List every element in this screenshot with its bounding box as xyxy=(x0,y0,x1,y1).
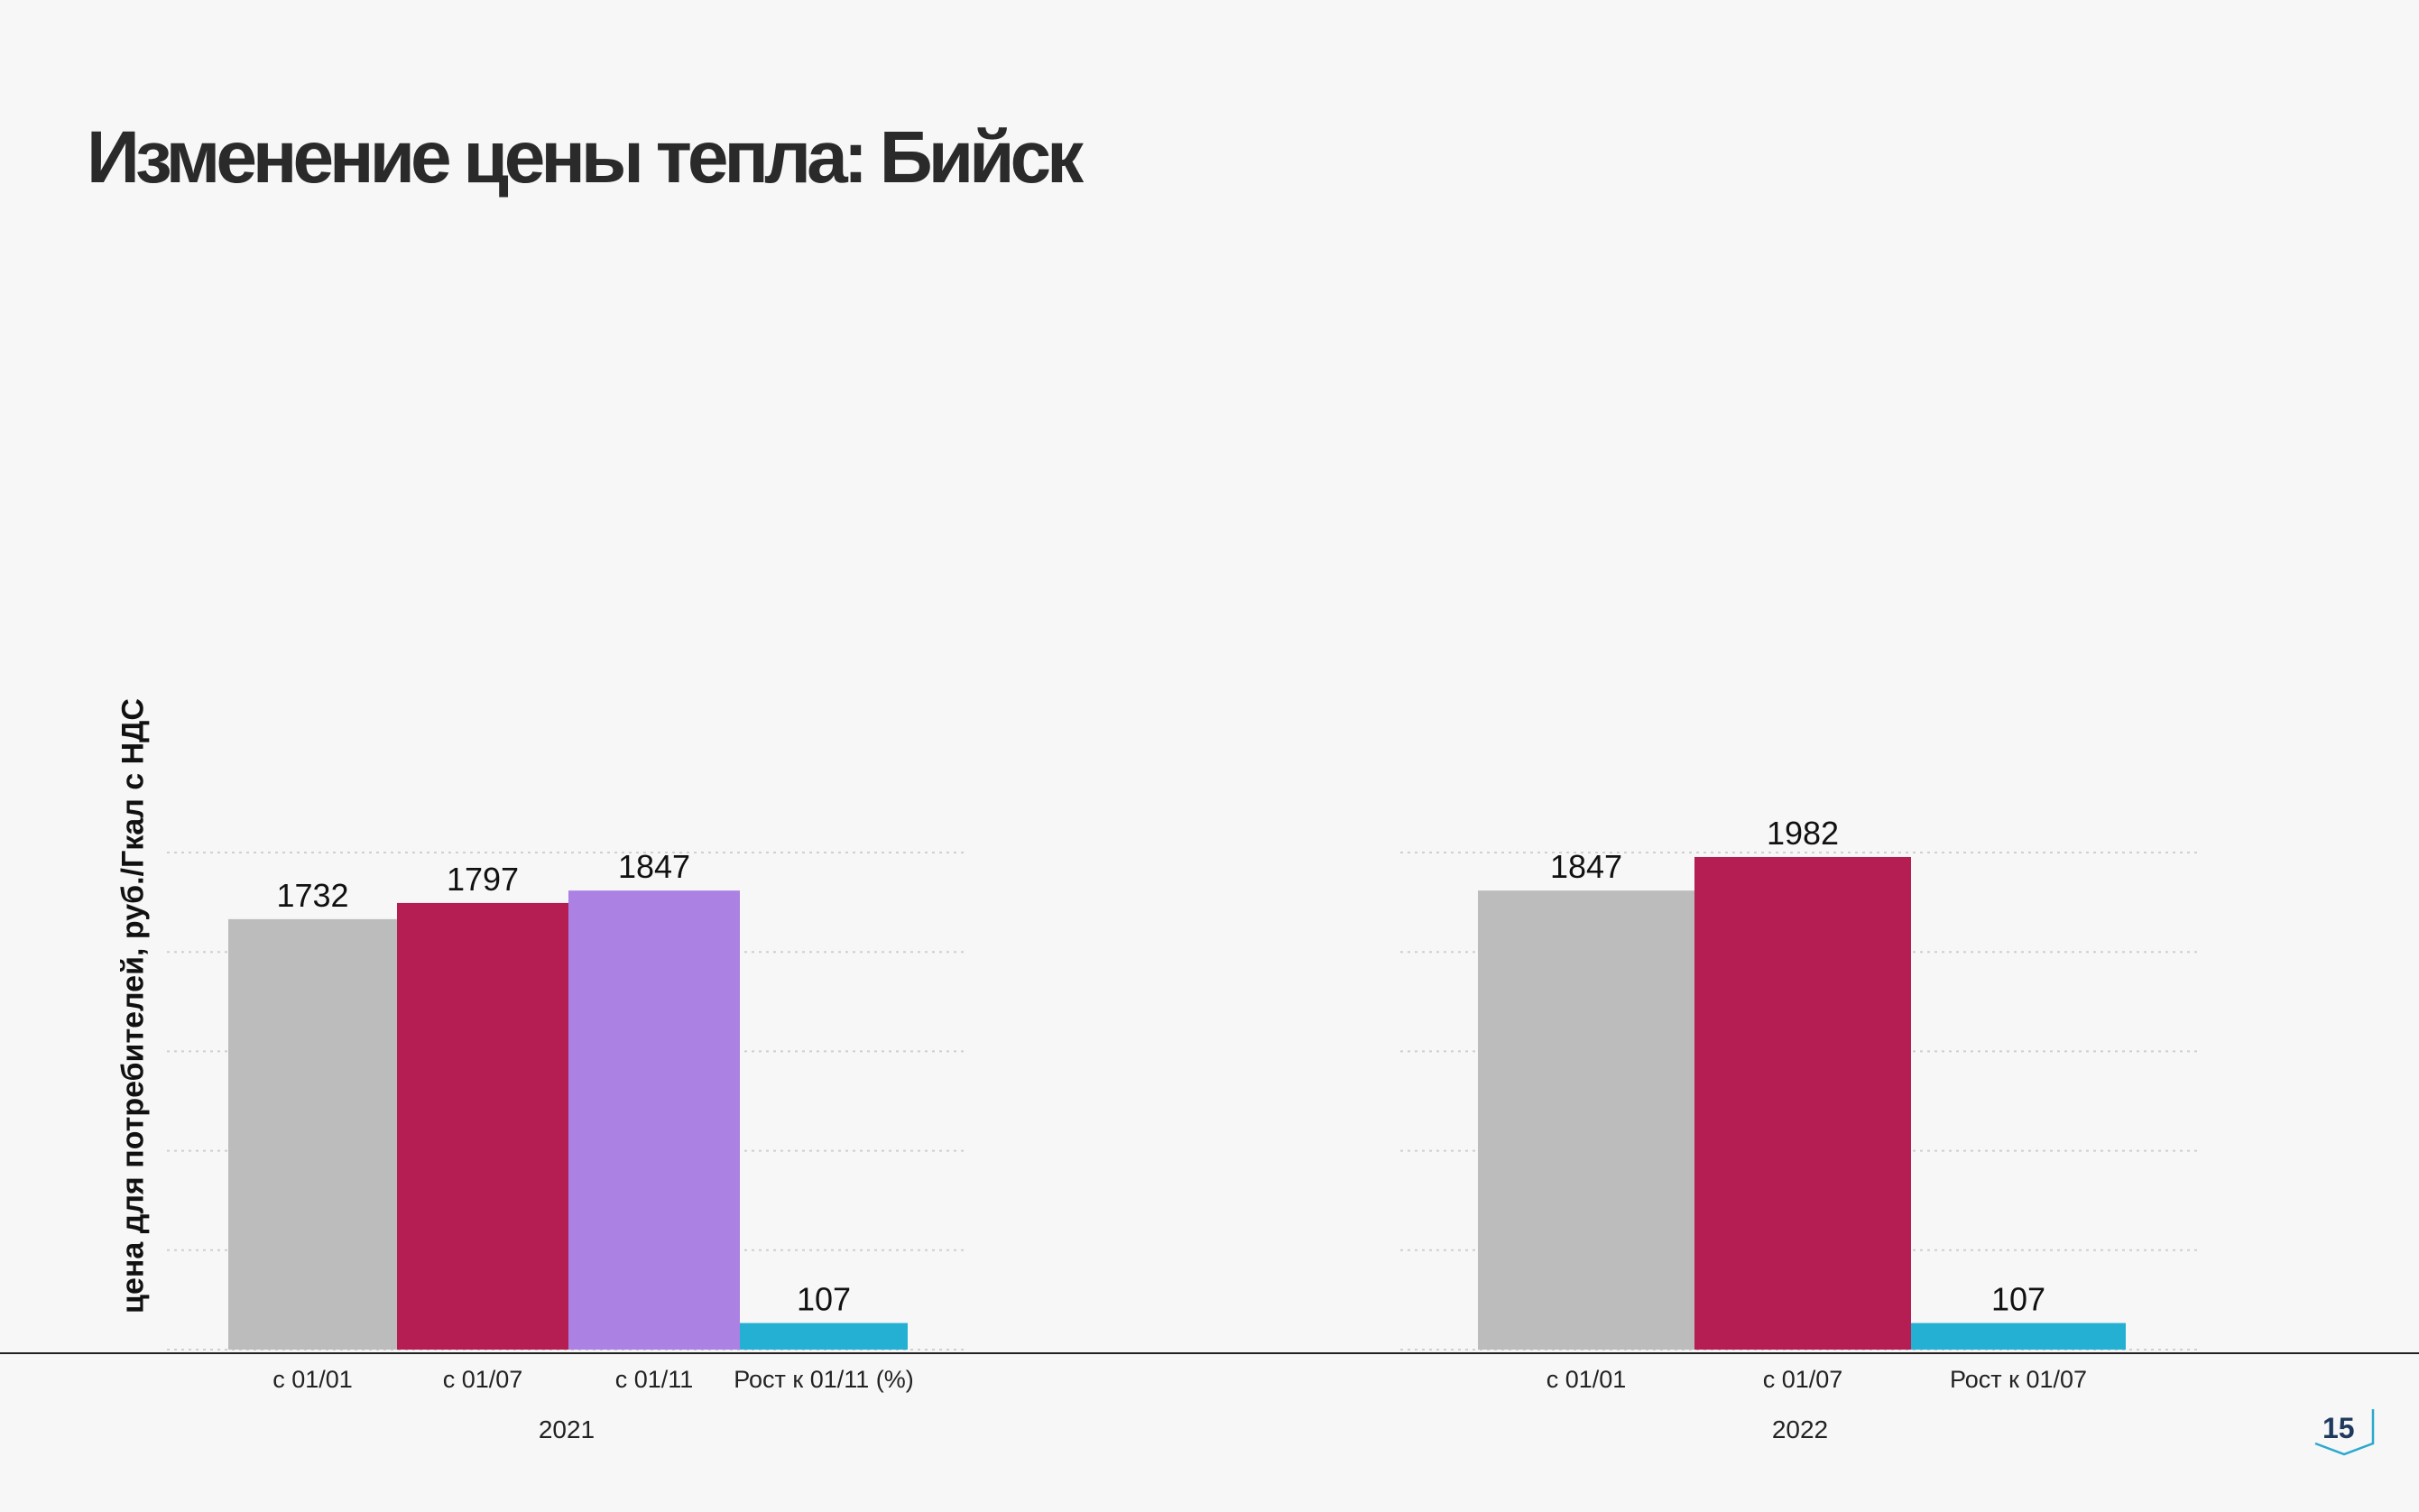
category-tick-label: с 01/11 xyxy=(615,1366,694,1393)
bars xyxy=(228,856,2126,1350)
data-label: 1797 xyxy=(447,861,519,898)
data-label: 107 xyxy=(797,1281,851,1318)
page-number: 15 xyxy=(2322,1412,2355,1444)
bar xyxy=(228,918,397,1350)
category-tick-label: Рост к 01/11 (%) xyxy=(734,1366,914,1393)
bar xyxy=(397,902,568,1350)
bar xyxy=(568,890,740,1350)
group-label: 2022 xyxy=(1772,1415,1828,1443)
bar xyxy=(740,1323,908,1350)
category-tick-label: с 01/01 xyxy=(272,1366,353,1393)
data-label: 1982 xyxy=(1767,815,1839,852)
data-label: 1847 xyxy=(618,848,690,885)
group-label: 2021 xyxy=(539,1415,595,1443)
data-label: 107 xyxy=(1991,1281,2045,1318)
page-title: Изменение цены тепла: Бийск xyxy=(87,116,1084,198)
category-tick-label: с 01/01 xyxy=(1546,1366,1627,1393)
page-marker-icon xyxy=(2314,1409,2375,1456)
category-tick-label: с 01/07 xyxy=(443,1366,523,1393)
bar xyxy=(1694,856,1911,1350)
data-label: 1847 xyxy=(1550,848,1622,885)
category-tick-label: Рост к 01/07 xyxy=(1950,1366,2087,1393)
labels: 1732 с 01/01 1797 с 01/07 1847 с 01/11 107 Рост… xyxy=(272,815,2087,1443)
bar xyxy=(1478,890,1694,1350)
data-label: 1732 xyxy=(276,877,348,914)
bar xyxy=(1911,1323,2126,1350)
category-tick-label: с 01/07 xyxy=(1763,1366,1843,1393)
